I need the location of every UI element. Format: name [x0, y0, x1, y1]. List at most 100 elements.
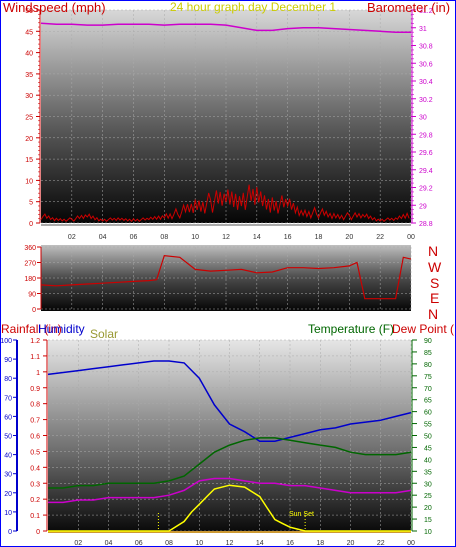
wind-x-tick-label: 14	[253, 234, 261, 241]
rain-tick-label: 0.3	[30, 481, 40, 488]
rain-tick-label: 0.1	[30, 513, 40, 520]
rain-x-tick-label: 04	[105, 540, 113, 547]
baro-tick-label: 30.4	[419, 79, 433, 86]
dir-tick-label: 90	[28, 292, 36, 299]
humidity-tick-label: 10	[4, 510, 12, 517]
temp-tick-label: 50	[424, 434, 432, 441]
wind-x-tick-label: 08	[160, 234, 168, 241]
dir-label-w: W	[428, 259, 442, 275]
rain-x-tick-label: 06	[135, 540, 143, 547]
dewpoint-axis-title: Dew Point (	[392, 322, 454, 336]
rain-tick-label: 0.7	[30, 418, 40, 425]
rain-x-tick-label: 02	[74, 540, 82, 547]
temp-tick-label: 65	[424, 398, 432, 405]
rain-x-tick-label: 12	[226, 540, 234, 547]
baro-tick-label: 31.2	[419, 8, 433, 15]
rain-tick-label: 0	[36, 529, 40, 536]
temp-tick-label: 35	[424, 469, 432, 476]
rain-x-tick-label: 10	[195, 540, 203, 547]
baro-tick-label: 29.8	[419, 132, 433, 139]
wind-x-tick-label: 22	[376, 234, 384, 241]
wind-tick-label: 25	[25, 115, 33, 122]
solar-line	[48, 484, 411, 532]
wind-tick-label: 20	[25, 136, 33, 143]
rain-tick-label: 1.2	[30, 338, 40, 345]
dir-label-n-bottom: N	[428, 306, 438, 322]
humidity-tick-label: 100	[0, 338, 12, 345]
temp-tick-label: 55	[424, 422, 432, 429]
wind-x-tick-label: 10	[191, 234, 199, 241]
humidity-tick-label: 20	[4, 491, 12, 498]
rain-tick-label: 0.5	[30, 449, 40, 456]
wind-x-tick-label: 06	[130, 234, 138, 241]
solar-axis-title: Solar	[90, 327, 118, 341]
rain-tick-label: 1.1	[30, 354, 40, 361]
wind-x-tick-label: 00	[407, 234, 415, 241]
rain-x-tick-label: 18	[316, 540, 324, 547]
temp-tick-label: 40	[424, 457, 432, 464]
dir-label-s: S	[430, 275, 439, 291]
rain-tick-label: 0.8	[30, 402, 40, 409]
barometer-axis-title: Barometer (in)	[367, 0, 450, 15]
temp-tick-label: 85	[424, 350, 432, 357]
sunset-label: Sun Set	[289, 511, 314, 518]
humidity-tick-label: 80	[4, 376, 12, 383]
windspeed-line	[40, 184, 410, 223]
temp-tick-label: 20	[424, 505, 432, 512]
rain-tick-label: 0.4	[30, 465, 40, 472]
temp-tick-label: 10	[424, 529, 432, 536]
humidity-tick-label: 50	[4, 434, 12, 441]
humidity-tick-label: 30	[4, 472, 12, 479]
baro-tick-label: 29	[419, 203, 427, 210]
rain-x-tick-label: 14	[256, 540, 264, 547]
baro-tick-label: 30	[419, 115, 427, 122]
temp-tick-label: 25	[424, 493, 432, 500]
chart-title: 24 hour graph day December 1	[170, 0, 336, 14]
temperature-axis-title: Temperature (F)	[308, 322, 394, 336]
windspeed-axis-title: Windspeed (mph)	[3, 0, 106, 15]
dir-tick-label: 0	[32, 307, 36, 314]
baro-tick-label: 28.8	[419, 221, 433, 228]
rain-tick-label: 0.9	[30, 386, 40, 393]
humidity-tick-label: 0	[8, 529, 12, 536]
direction-line	[40, 254, 412, 300]
wind-tick-label: 45	[25, 29, 33, 36]
dir-tick-label: 270	[24, 261, 36, 268]
wind-tick-label: 15	[25, 157, 33, 164]
dir-label-e: E	[430, 290, 439, 306]
humidity-line	[47, 360, 412, 442]
baro-tick-label: 30.6	[419, 61, 433, 68]
rain-x-tick-label: 00	[407, 540, 415, 547]
wind-tick-label: 40	[25, 51, 33, 58]
wind-x-tick-label: 04	[99, 234, 107, 241]
wind-tick-label: 35	[25, 72, 33, 79]
rain-tick-label: 0.6	[30, 434, 40, 441]
baro-tick-label: 29.2	[419, 186, 433, 193]
baro-tick-label: 29.6	[419, 150, 433, 157]
temp-tick-label: 60	[424, 410, 432, 417]
rain-x-tick-label: 22	[377, 540, 385, 547]
wind-x-tick-label: 12	[222, 234, 230, 241]
temp-tick-label: 80	[424, 362, 432, 369]
temperature-line	[48, 437, 412, 489]
wind-tick-label: 0	[29, 221, 33, 228]
temp-tick-label: 75	[424, 374, 432, 381]
dir-tick-label: 180	[24, 276, 36, 283]
rain-x-tick-label: 08	[165, 540, 173, 547]
wind-x-tick-label: 18	[315, 234, 323, 241]
temp-tick-label: 30	[424, 481, 432, 488]
rain-tick-label: 0.2	[30, 497, 40, 504]
temp-tick-label: 45	[424, 445, 432, 452]
wind-x-tick-label: 20	[345, 234, 353, 241]
temp-tick-label: 90	[424, 338, 432, 345]
temp-tick-label: 15	[424, 517, 432, 524]
wind-tick-label: 30	[25, 93, 33, 100]
temp-tick-label: 70	[424, 386, 432, 393]
dewpoint-line	[48, 477, 412, 504]
baro-tick-label: 30.8	[419, 44, 433, 51]
baro-tick-label: 31	[419, 26, 427, 33]
dir-tick-label: 360	[24, 245, 36, 252]
rain-x-tick-label: 16	[286, 540, 294, 547]
humidity-tick-label: 70	[4, 395, 12, 402]
